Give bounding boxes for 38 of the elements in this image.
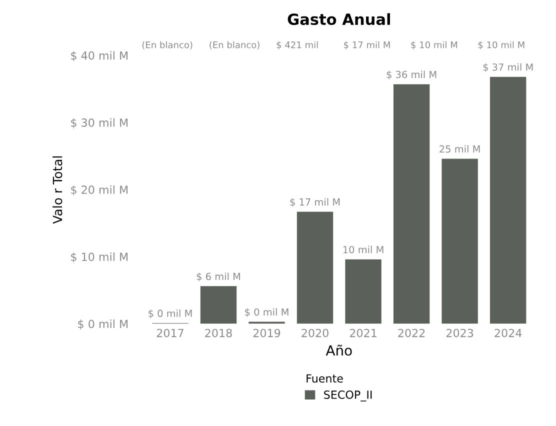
bar (393, 84, 430, 324)
x-tick-label: 2024 (494, 328, 522, 338)
x-tick-label: 2021 (350, 328, 376, 338)
y-tick-label: $ 10 mil M (71, 252, 128, 263)
bar (200, 286, 237, 324)
data-label: $ 37 mil M (483, 63, 533, 72)
x-tick-label: 2019 (253, 328, 280, 338)
bar (442, 158, 478, 324)
data-label: $ 6 mil M (196, 272, 240, 282)
y-axis-title: Valo r Total (52, 156, 62, 224)
data-label: $ 17 mil M (290, 198, 340, 207)
text: $ 10 mil M (478, 41, 524, 50)
data-label: 10 mil M (343, 246, 384, 254)
text: $ 421 mil (276, 41, 318, 50)
x-tick-label: 2020 (302, 328, 328, 338)
x-tick-label: 2023 (446, 328, 474, 338)
text: (En blanco) (142, 41, 192, 50)
text: $ 17 mil M (344, 41, 390, 50)
y-tick-label: $ 40 mil M (71, 51, 128, 62)
bar (345, 259, 382, 324)
chart-title: Gasto Anual (288, 13, 390, 26)
x-tick-label: 2018 (205, 328, 232, 338)
text: $ 10 mil M (411, 41, 458, 50)
legend-label: SECOP_II (324, 390, 372, 402)
x-axis-title: Año (326, 344, 352, 356)
data-label: $ 0 mil M (148, 310, 192, 318)
y-tick-label: $ 0 mil M (78, 320, 128, 330)
x-tick-label: 2022 (398, 328, 425, 338)
data-label: 25 mil M (440, 145, 480, 153)
bar (490, 76, 526, 324)
y-tick-label: $ 20 mil M (71, 185, 128, 196)
legend-title: Fuente (306, 374, 343, 383)
text: (En blanco) (210, 41, 260, 50)
x-tick-label: 2017 (156, 328, 184, 338)
bar (296, 212, 334, 324)
y-tick-label: $ 30 mil M (71, 118, 128, 128)
data-label: $ 0 mil M (245, 308, 288, 317)
data-label: $ 36 mil M (386, 70, 436, 80)
